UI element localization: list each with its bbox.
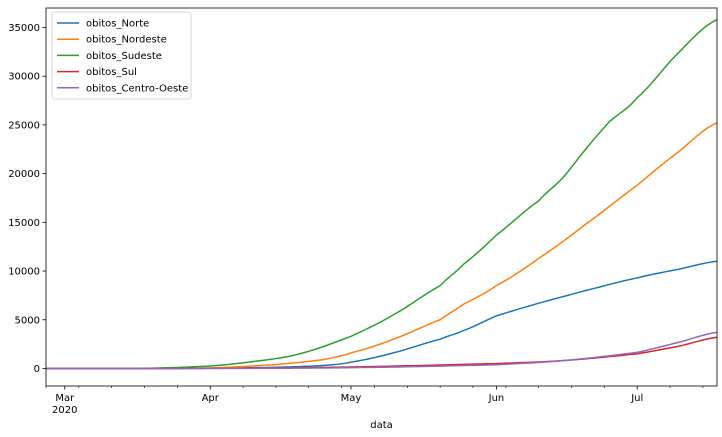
y-tick-label: 15000 — [8, 218, 40, 229]
y-tick-label: 10000 — [8, 267, 40, 278]
series-line-obitos_Centro-Oeste — [46, 331, 718, 370]
series-line-obitos_Sul — [46, 336, 718, 370]
x-tick-label: Mar — [55, 393, 75, 404]
x-tick-sublabel: 2020 — [52, 405, 77, 416]
y-tick-label: 20000 — [8, 169, 40, 180]
x-tick-label: Apr — [202, 393, 220, 404]
x-tick-label: Jun — [488, 393, 505, 404]
series-line-obitos_Norte — [46, 260, 718, 370]
legend-label-obitos_Sudeste: obitos_Sudeste — [86, 51, 162, 62]
y-tick-label: 30000 — [8, 72, 40, 83]
legend: obitos_Norte obitos_Nordeste obitos_Sudest… — [51, 11, 192, 100]
x-axis-title: data — [370, 420, 393, 431]
x-tick-label: Jul — [630, 393, 643, 404]
legend-label-obitos_Sul: obitos_Sul — [86, 67, 137, 78]
chart-axes: 0 5000 10000 15000 20000 25000 30000 35000 Mar20… — [8, 7, 718, 416]
legend-label-obitos_Centro-Oeste: obitos_Centro-Oeste — [86, 83, 188, 94]
y-tick-label: 5000 — [15, 315, 40, 326]
x-tick-label: May — [341, 393, 362, 404]
legend-frame — [51, 11, 192, 100]
series-line-obitos_Nordeste — [46, 122, 718, 370]
legend-label-obitos_Nordeste: obitos_Nordeste — [86, 35, 167, 46]
y-tick-label: 35000 — [8, 23, 40, 34]
chart-marks — [46, 19, 718, 370]
legend-label-obitos_Norte: obitos_Norte — [86, 19, 149, 30]
plot-frame — [45, 7, 718, 387]
y-tick-label: 0 — [34, 364, 40, 375]
y-tick-label: 25000 — [8, 120, 40, 131]
